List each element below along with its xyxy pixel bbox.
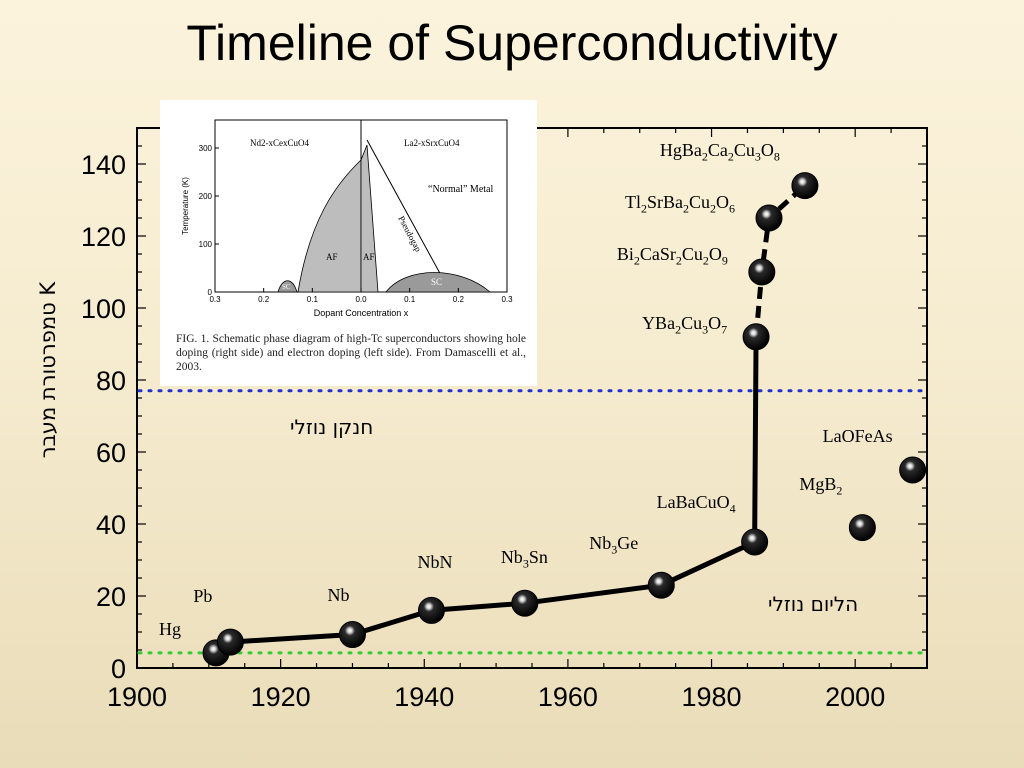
data-point xyxy=(216,628,244,656)
af-right-label: AF xyxy=(363,252,375,262)
left-formula: Nd2-xCexCuO4 xyxy=(250,138,309,148)
point-label: Nb3Ge xyxy=(589,533,639,557)
y-tick-label: 40 xyxy=(96,510,126,540)
data-points xyxy=(202,172,927,667)
inset-xtick-label: 0.2 xyxy=(258,295,270,304)
point-label: Nb xyxy=(327,584,350,605)
normal-metal-label: “Normal” Metal xyxy=(428,184,493,195)
y-tick-label: 140 xyxy=(81,150,126,180)
y-tick-label: 120 xyxy=(81,222,126,252)
pseudogap-label: Pseudogap xyxy=(396,214,423,254)
point-label: MgB2 xyxy=(799,473,843,498)
data-point xyxy=(338,621,366,649)
data-point xyxy=(511,589,539,617)
y-tick-label: 100 xyxy=(81,294,126,324)
data-point xyxy=(899,456,927,484)
inset-ylabel: Temperature (K) xyxy=(181,177,190,235)
y-tick-label: 80 xyxy=(96,366,126,396)
x-tick-label: 1980 xyxy=(682,682,742,712)
liquid-helium-label: הליום נוזלי xyxy=(768,592,859,616)
inset-xlabel: Dopant Concentration x xyxy=(314,308,409,318)
inset-xtick-label: 0.1 xyxy=(404,295,416,304)
inset-ticks: 0 100 200 300 0.3 0.2 0.1 0.0 0.1 0.2 0.3 xyxy=(199,144,513,304)
liquid-nitrogen-label: חנקן נוזלי xyxy=(290,415,374,439)
point-label: Bi2CaSr2Cu2O9 xyxy=(616,244,728,268)
series-line-dashed xyxy=(753,183,807,338)
inset-xtick-label: 0.3 xyxy=(209,295,221,304)
point-label: LaBaCuO4 xyxy=(656,492,736,516)
x-axis: 1900 1920 1940 1960 1980 2000 xyxy=(107,128,928,712)
phase-diagram: Nd2-xCexCuO4 La2-xSrxCuO4 “Normal” Metal… xyxy=(181,119,513,318)
data-point xyxy=(791,172,819,200)
point-label: Nb3Sn xyxy=(500,547,548,571)
page-title: Timeline of Superconductivity xyxy=(186,15,838,71)
inset-xtick-label: 0.2 xyxy=(453,295,465,304)
phase-diagram-inset: Nd2-xCexCuO4 La2-xSrxCuO4 “Normal” Metal… xyxy=(160,100,537,386)
point-label: LaOFeAs xyxy=(822,426,893,446)
inset-ytick-label: 100 xyxy=(199,240,213,249)
data-point xyxy=(742,323,770,351)
inset-ytick-label: 300 xyxy=(199,144,213,153)
y-axis-label: טמפרטורת מעבר K xyxy=(36,281,60,459)
right-formula: La2-xSrxCuO4 xyxy=(404,138,460,148)
x-tick-label: 1960 xyxy=(538,682,598,712)
data-point xyxy=(755,204,783,232)
x-tick-label: 1940 xyxy=(394,682,454,712)
af-left-label: AF xyxy=(326,252,338,262)
x-tick-label: 1920 xyxy=(251,682,311,712)
data-point xyxy=(647,571,675,599)
y-tick-label: 0 xyxy=(111,654,126,684)
inset-ytick-label: 0 xyxy=(208,288,213,297)
data-point xyxy=(748,258,776,286)
inset-xtick-label: 0.3 xyxy=(501,295,513,304)
data-point xyxy=(417,596,445,624)
data-point xyxy=(741,528,769,556)
y-tick-label: 20 xyxy=(96,582,126,612)
inset-xtick-label: 0.1 xyxy=(307,295,319,304)
sc-left-label: SC xyxy=(282,283,291,291)
inset-caption: FIG. 1. Schematic phase diagram of high-… xyxy=(176,333,526,373)
data-point xyxy=(848,514,876,542)
reference-lines xyxy=(137,389,927,655)
point-label: NbN xyxy=(417,552,453,573)
point-label: YBa2Cu3O7 xyxy=(642,312,728,337)
y-tick-label: 60 xyxy=(96,438,126,468)
inset-ytick-label: 200 xyxy=(199,192,213,201)
point-label: Hg xyxy=(159,618,181,639)
y-axis: 0 20 40 60 80 100 120 140 xyxy=(81,127,927,684)
inset-xtick-label: 0.0 xyxy=(355,295,367,304)
point-label: Tl2SrBa2Cu2O6 xyxy=(625,192,736,216)
x-tick-label: 2000 xyxy=(825,682,885,712)
point-label: Pb xyxy=(193,586,213,607)
x-tick-label: 1900 xyxy=(107,682,167,712)
sc-right-label: SC xyxy=(431,277,442,287)
point-label: HgBa2Ca2Cu3O8 xyxy=(659,139,780,164)
